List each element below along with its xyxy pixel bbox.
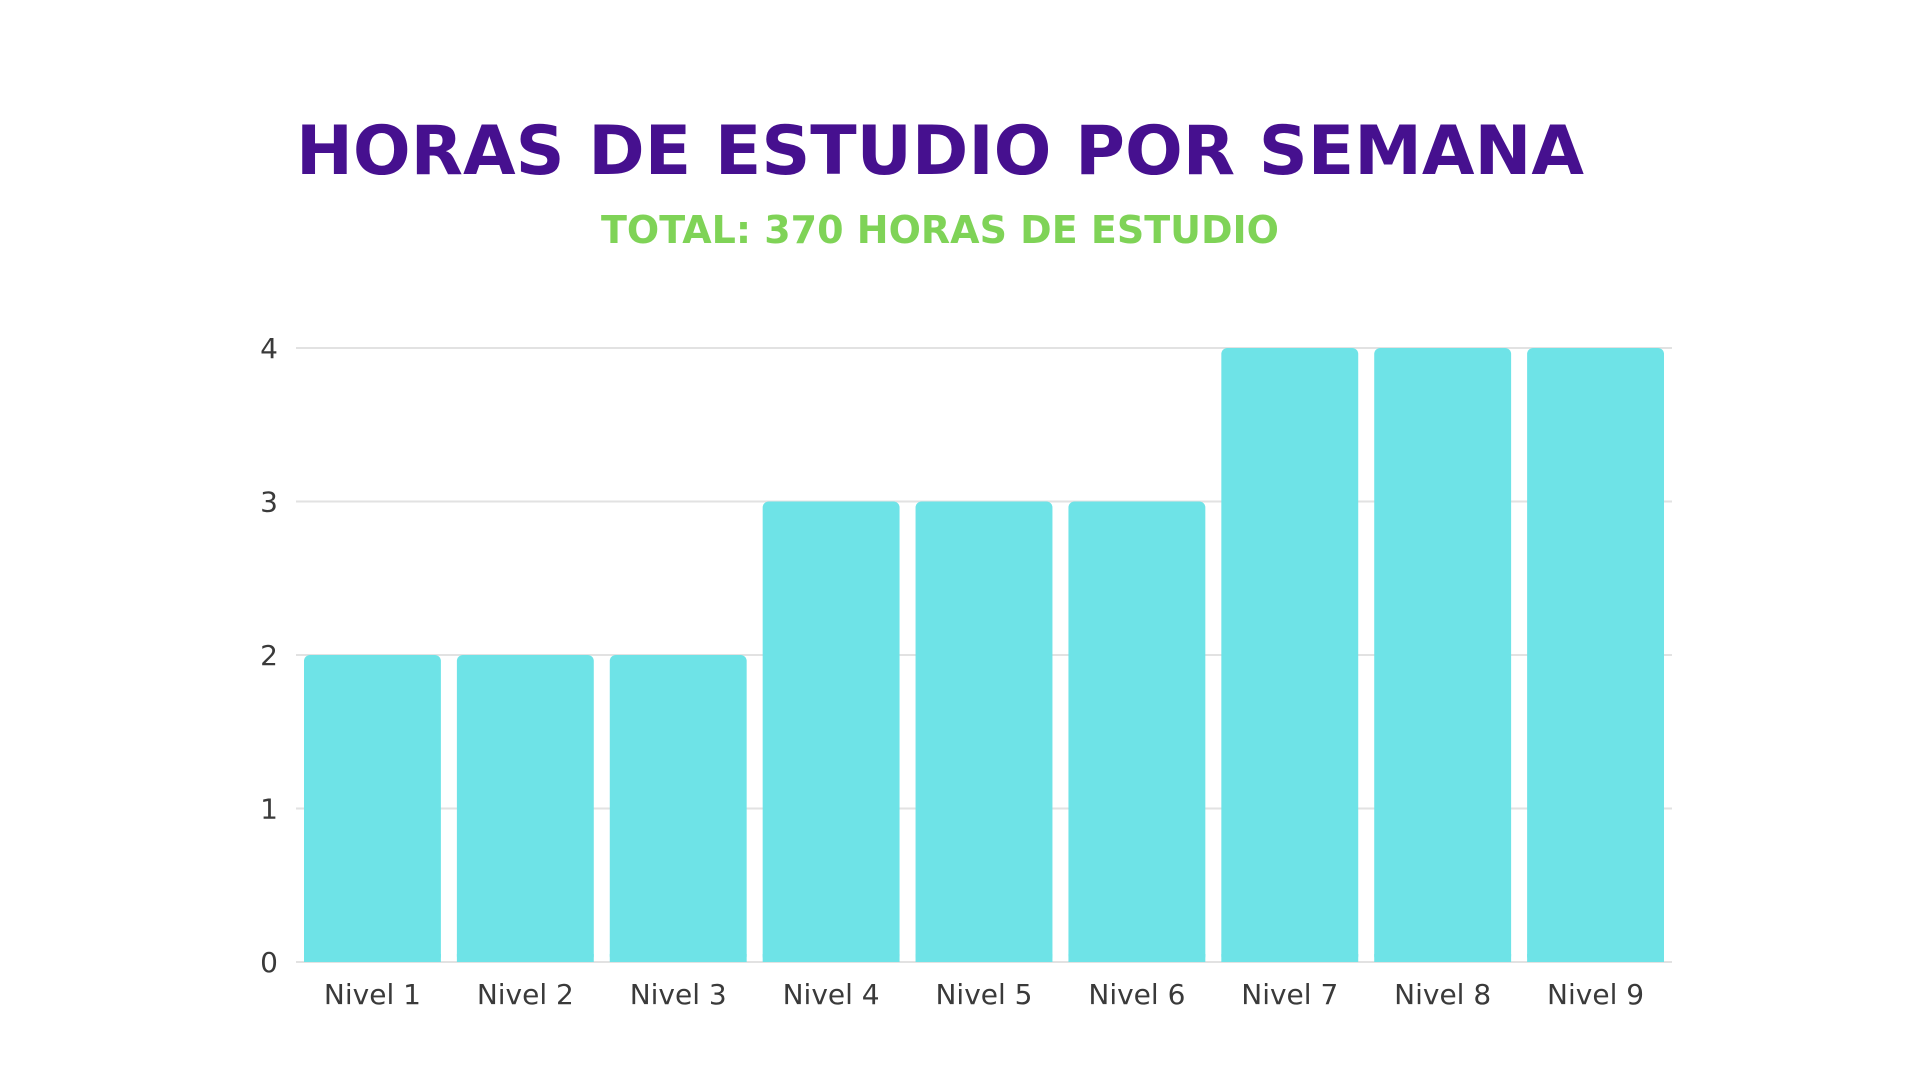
x-tick-label: Nivel 3 xyxy=(630,978,727,1011)
y-tick-label: 4 xyxy=(260,332,278,365)
y-tick-label: 0 xyxy=(260,946,278,979)
bar-8 xyxy=(1374,348,1512,962)
y-axis-ticks: 0 1 2 3 4 xyxy=(260,332,278,979)
bar-4-base xyxy=(762,954,900,962)
bar-2 xyxy=(456,655,594,962)
x-axis-ticks: Nivel 1 Nivel 2 Nivel 3 Nivel 4 Nivel 5 Nivel… xyxy=(324,978,1644,1011)
chart-subtitle: TOTAL: 370 HORAS DE ESTUDIO xyxy=(601,208,1279,252)
bar-5 xyxy=(915,501,1053,962)
x-tick-label: Nivel 4 xyxy=(783,978,880,1011)
bar-5-base xyxy=(915,954,1053,962)
y-tick-label: 3 xyxy=(260,486,278,519)
x-tick-label: Nivel 9 xyxy=(1547,978,1644,1011)
bar-3-base xyxy=(609,954,747,962)
y-tick-label: 1 xyxy=(260,793,278,826)
x-tick-label: Nivel 7 xyxy=(1241,978,1338,1011)
x-tick-label: Nivel 2 xyxy=(477,978,574,1011)
x-tick-label: Nivel 6 xyxy=(1088,978,1185,1011)
bar-9 xyxy=(1527,348,1664,962)
y-tick-label: 2 xyxy=(260,639,278,672)
bar-2-base xyxy=(456,954,594,962)
bar-1 xyxy=(304,655,441,962)
bars xyxy=(304,348,1664,962)
bar-9-base xyxy=(1527,954,1664,962)
chart-title: HORAS DE ESTUDIO POR SEMANA xyxy=(295,112,1585,191)
bar-1-base xyxy=(304,954,441,962)
bar-7 xyxy=(1221,348,1359,962)
x-tick-label: Nivel 1 xyxy=(324,978,421,1011)
x-tick-label: Nivel 5 xyxy=(935,978,1032,1011)
bar-4 xyxy=(762,501,900,962)
bar-6-base xyxy=(1068,954,1206,962)
bar-7-base xyxy=(1221,954,1359,962)
bar-6 xyxy=(1068,501,1206,962)
x-tick-label: Nivel 8 xyxy=(1394,978,1491,1011)
bar-8-base xyxy=(1374,954,1512,962)
bar-3 xyxy=(609,655,747,962)
